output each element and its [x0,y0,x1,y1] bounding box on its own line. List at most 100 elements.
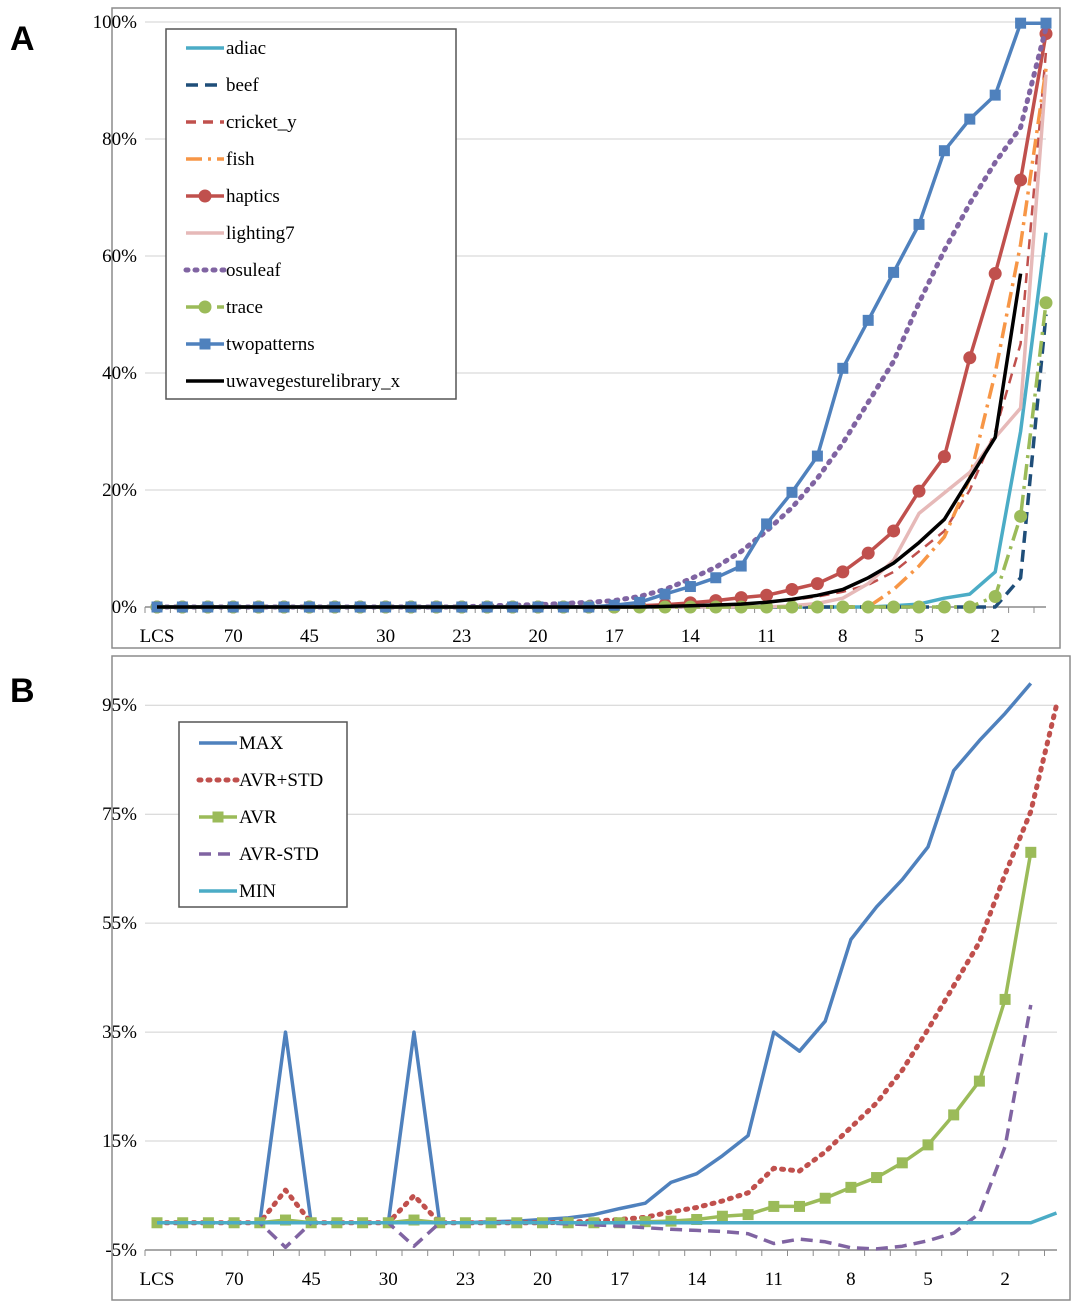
data-point [861,546,875,560]
legend-label: lighting7 [226,223,295,244]
data-point [912,600,926,614]
data-point [810,600,824,614]
x-tick-label: 70 [225,1269,244,1290]
legend-marker [199,338,211,350]
x-tick-label: 70 [224,626,243,647]
data-point [634,596,646,608]
y-tick-label: 60% [102,246,137,267]
legend: MAX AVR+STD AVR AVR-STD MIN [178,721,348,908]
data-point [837,362,849,374]
legend-item: MIN [199,881,276,902]
x-tick-label: 20 [529,626,548,647]
legend-box [165,28,457,400]
x-tick-label: 30 [376,626,395,647]
data-point [862,314,874,326]
data-point [760,588,774,602]
data-point [937,450,951,464]
legend-label: haptics [226,186,280,207]
x-tick-label: 11 [765,1269,783,1290]
data-point [937,600,951,614]
x-tick-label: 5 [923,1269,933,1290]
data-point [999,993,1011,1005]
x-tick-label: LCS [140,1269,175,1290]
legend-marker [198,300,212,314]
y-tick-label: -5% [105,1240,137,1261]
legend-label: cricket_y [226,112,297,133]
data-point [819,1192,831,1204]
panel-label-b: B [10,672,35,710]
x-tick-label: 2 [1000,1269,1010,1290]
y-tick-label: 55% [102,913,137,934]
data-point [963,351,977,365]
legend-label: twopatterns [226,334,315,355]
y-tick-label: 80% [102,129,137,150]
x-tick-label: 8 [846,1269,856,1290]
x-tick-label: LCS [140,626,175,647]
series-uwavegesturelibrary-x [157,273,1023,609]
data-point [742,1209,754,1221]
x-tick-label: 2 [990,626,1000,647]
legend-item: haptics [186,186,280,207]
legend-item: AVR+STD [196,770,323,791]
legend-label: beef [226,75,259,96]
y-tick-label: 35% [102,1022,137,1043]
x-tick-label: 14 [681,626,701,647]
data-point [871,1172,883,1184]
y-tick-label: 95% [102,695,137,716]
data-point [761,518,773,530]
legend-item: osuleaf [183,260,282,281]
data-point [888,266,900,278]
data-point [989,89,1001,101]
y-tick-label: 75% [102,804,137,825]
legend-label: AVR-STD [239,844,319,865]
x-tick-label: 14 [687,1269,707,1290]
legend-item: trace [186,297,263,318]
data-point [659,588,671,600]
legend-item: adiac [186,38,266,59]
data-point [988,589,1002,603]
series-line [157,273,1023,609]
data-point [734,591,748,605]
data-point [710,572,722,584]
data-point [912,484,926,498]
data-point [785,600,799,614]
series-avr-std [157,1004,1033,1251]
legend-item: AVR-STD [199,844,319,865]
y-tick-label: 40% [102,363,137,384]
data-point [608,599,620,611]
data-point [691,1213,703,1225]
legend-label: adiac [226,38,266,59]
y-tick-label: 15% [102,1131,137,1152]
data-point [735,560,747,572]
data-point [836,565,850,579]
series-line [157,1211,1058,1225]
data-point [785,582,799,596]
legend-marker [198,189,212,203]
legend-marker [212,811,224,823]
chart-a: 0% 20% 40% 60% 80% 100% LCS 70 45 30 23 20 17 14 11 8 5 2… [93,7,1061,649]
data-point [716,1210,728,1222]
data-point [896,1157,908,1169]
legend-label: fish [226,149,255,170]
data-point [973,1075,985,1087]
x-tick-label: 23 [452,626,471,647]
data-point [964,113,976,125]
series-max [157,682,1033,1225]
series-line [157,682,1033,1225]
series-line [157,1004,1033,1251]
data-point [1014,509,1028,523]
x-tick-label: 11 [757,626,775,647]
legend-item: beef [186,75,259,96]
x-tick-label: 45 [302,1269,321,1290]
x-tick-label: 23 [456,1269,475,1290]
legend-label: osuleaf [226,260,282,281]
legend-label: AVR+STD [239,770,323,791]
data-point [794,1200,805,1212]
data-point [1015,17,1027,29]
legend-item: uwavegesturelibrary_x [186,371,401,392]
data-point [1025,846,1037,858]
y-tick-label: 0% [112,597,138,618]
data-point [811,450,823,462]
chart-b: -5% 15% 35% 55% 75% 95% LCS 70 45 30 23 20 17 14 11 8 5 2… [102,655,1071,1301]
